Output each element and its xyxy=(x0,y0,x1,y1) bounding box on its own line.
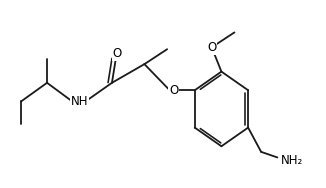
Text: O: O xyxy=(207,41,216,54)
Text: O: O xyxy=(113,47,122,60)
Text: NH₂: NH₂ xyxy=(281,154,303,167)
Text: O: O xyxy=(169,84,178,97)
Text: NH: NH xyxy=(71,95,88,108)
